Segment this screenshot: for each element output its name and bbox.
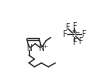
Text: N: N: [26, 44, 32, 53]
Text: F: F: [62, 30, 67, 39]
Text: F: F: [72, 38, 76, 47]
Text: N: N: [39, 44, 44, 53]
Text: F: F: [72, 21, 76, 31]
Text: F: F: [65, 23, 69, 32]
Text: −: −: [74, 29, 80, 34]
Text: +: +: [42, 44, 47, 49]
Text: F: F: [79, 37, 83, 46]
Text: F: F: [81, 30, 85, 39]
Text: P: P: [72, 30, 76, 39]
